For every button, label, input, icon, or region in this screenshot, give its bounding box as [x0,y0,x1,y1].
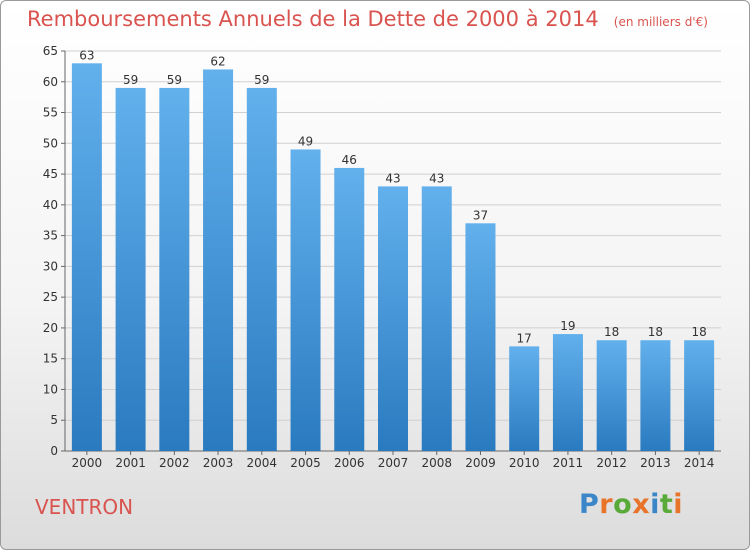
value-label: 37 [473,208,488,222]
bar-2012 [596,340,627,451]
bar-2010 [509,346,540,451]
bar-2008 [421,186,452,451]
logo-letter: i [673,489,684,520]
x-tick-label: 2009 [465,456,496,470]
value-label: 18 [648,325,663,339]
x-tick-label: 2012 [596,456,627,470]
x-tick-label: 2007 [378,456,409,470]
value-labels: 63 59 59 62 59 49 46 43 43 37 17 19 18 18 18 [79,48,707,345]
bar-2007 [378,186,408,451]
bar-2002 [159,87,190,451]
x-tick-label: 2011 [553,456,584,470]
axes: 0 5 10 15 20 25 30 35 40 45 50 55 60 65 2000 2001 2002 20… [43,44,721,470]
x-tick-label: 2010 [509,456,540,470]
value-label: 43 [385,171,400,185]
bar-2011 [552,334,583,451]
logo-letter: o [613,489,633,520]
y-tick-label: 10 [43,382,58,396]
x-tick-label: 2002 [159,456,190,470]
value-label: 59 [167,73,182,87]
y-tick-label: 5 [50,413,58,427]
logo-letter: t [659,489,674,520]
y-tick-label: 55 [43,106,58,120]
x-tick-label: 2008 [421,456,452,470]
value-label: 18 [691,325,706,339]
x-tick-label: 2001 [115,456,146,470]
y-tick-label: 15 [43,352,58,366]
value-label: 49 [298,134,313,148]
y-tick-label: 60 [43,75,58,89]
value-label: 63 [79,48,94,62]
x-tick-label: 2005 [290,456,321,470]
bar-2000 [71,63,102,452]
logo-letter: x [632,489,651,520]
bar-2014 [684,340,715,451]
logo-letter: r [599,489,614,520]
y-tick-label: 20 [43,321,58,335]
place-name: VENTRON [35,495,134,519]
chart-subtitle: (en milliers d'€) [613,15,708,29]
logo-letter: i [650,489,660,520]
x-tick-label: 2006 [334,456,365,470]
value-label: 46 [342,153,357,167]
bar-2003 [203,69,234,451]
value-label: 59 [254,73,269,87]
logo-letter: P [579,489,600,520]
value-label: 43 [429,171,444,185]
value-label: 19 [560,319,575,333]
title-row: Remboursements Annuels de la Dette de 20… [27,7,708,31]
y-tick-label: 45 [43,167,58,181]
y-tick-label: 30 [43,259,58,273]
value-label: 62 [210,54,225,68]
value-label: 17 [517,331,532,345]
proxiti-logo: Proxiti [579,489,683,520]
bar-2001 [115,87,146,451]
bars [71,63,715,452]
bar-2004 [246,87,277,451]
chart-title: Remboursements Annuels de la Dette de 20… [27,7,599,31]
y-tick-label: 50 [43,136,58,150]
x-tick-label: 2003 [203,456,234,470]
y-tick-label: 40 [43,198,58,212]
y-tick-label: 35 [43,229,58,243]
x-tick-label: 2000 [72,456,103,470]
x-tick-label: 2014 [684,456,715,470]
y-tick-label: 25 [43,290,58,304]
x-tick-label: 2013 [640,456,671,470]
y-tick-label: 0 [50,444,58,458]
bar-2013 [640,340,671,451]
bar-2005 [290,149,321,451]
x-tick-label: 2004 [247,456,278,470]
bar-2006 [334,167,365,451]
value-label: 18 [604,325,619,339]
bar-2009 [465,223,496,451]
value-label: 59 [123,73,138,87]
y-tick-label: 65 [43,44,58,58]
